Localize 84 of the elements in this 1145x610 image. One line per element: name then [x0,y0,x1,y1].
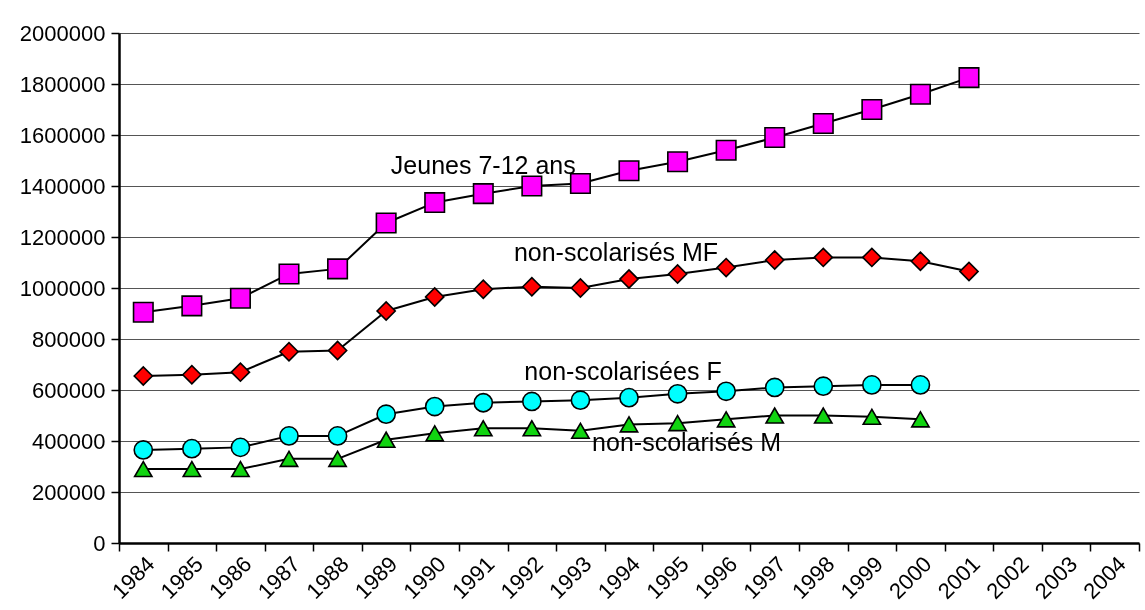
y-tick-label: 1200000 [19,224,106,250]
y-tick-label: 400000 [32,428,106,454]
point [328,450,348,468]
point [230,362,251,383]
point [862,408,882,426]
point [424,192,446,214]
series-label: Jeunes 7-12 ans [390,150,576,179]
point [959,261,979,282]
point [181,438,202,459]
point [861,98,883,121]
point [230,437,251,458]
point [376,301,397,321]
point [619,269,639,289]
point [279,341,299,362]
point [569,172,591,194]
point [716,257,737,278]
point [619,387,639,408]
point [132,301,154,323]
point [909,83,931,105]
point [910,375,931,395]
point [473,279,494,300]
y-tick-label: 800000 [32,326,106,352]
point [375,212,397,234]
point [522,419,542,437]
point [133,460,153,478]
point [667,264,688,284]
y-tick-label: 1800000 [19,71,106,97]
point [376,404,397,425]
point [765,407,785,424]
point [910,251,931,272]
point [667,151,689,173]
y-tick-label: 1600000 [19,122,106,148]
point [910,411,930,428]
point [667,383,688,404]
y-tick-label: 1000000 [19,275,106,301]
point [425,425,445,442]
y-tick-label: 0 [93,530,106,556]
point [521,276,542,297]
y-tick-label: 1400000 [19,173,106,199]
point [764,250,785,270]
point [229,287,251,309]
point [813,407,833,424]
point [327,340,348,361]
point [861,375,882,395]
point [133,366,154,386]
point [618,160,640,182]
point [230,460,250,478]
point [570,390,591,411]
point [813,247,834,268]
point [424,287,445,307]
point [619,416,639,433]
point [279,450,299,468]
point [424,396,445,417]
y-tick-label: 600000 [32,377,106,403]
point [133,440,154,460]
point [278,263,300,285]
point [812,112,834,135]
point [376,431,396,449]
point [472,183,494,205]
series-label: non-scolarisés MF [513,238,719,267]
point [327,426,348,446]
point [813,376,834,397]
point [764,377,785,398]
y-tick-label: 2000000 [19,20,106,46]
point [473,392,494,413]
point [716,411,736,428]
point [716,381,737,402]
point [570,278,591,298]
point [521,175,543,197]
point [668,414,688,432]
series-label: non-scolarisées F [524,356,722,385]
point [764,127,786,149]
point [279,426,299,446]
point [570,422,590,440]
point [327,258,349,280]
point [473,419,493,437]
point [958,67,980,89]
y-tick-label: 200000 [32,479,106,505]
point [715,139,737,161]
point [861,247,882,268]
point [181,295,203,317]
point [181,364,202,385]
point [182,460,202,478]
point [521,391,542,412]
